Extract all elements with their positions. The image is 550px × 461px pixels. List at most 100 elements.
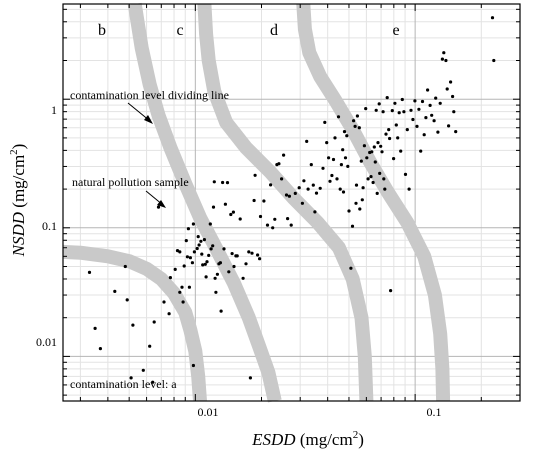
data-point <box>438 101 442 105</box>
data-point <box>184 239 188 243</box>
data-point <box>379 144 383 148</box>
data-point <box>250 251 254 255</box>
data-point <box>338 187 342 191</box>
y-axis-label: NSDD (mg/cm2) <box>8 144 28 258</box>
data-point <box>232 264 236 269</box>
x-axis-label: ESDD (mg/cm2) <box>251 429 364 449</box>
data-point <box>403 172 408 176</box>
data-point <box>397 111 401 115</box>
data-point <box>258 214 263 219</box>
data-point <box>178 250 182 254</box>
data-point <box>197 243 201 247</box>
data-point <box>229 212 233 217</box>
data-point <box>341 148 345 152</box>
x-tick-label: 0.01 <box>198 405 219 419</box>
data-point <box>311 183 315 187</box>
data-point <box>271 226 275 230</box>
data-point <box>454 130 458 134</box>
data-point <box>190 261 194 265</box>
data-point <box>361 186 365 190</box>
data-point <box>213 276 217 280</box>
data-point <box>205 260 209 264</box>
data-point <box>201 263 205 267</box>
pollution-sample-points <box>87 16 496 384</box>
data-point <box>265 223 270 227</box>
data-point <box>211 205 216 209</box>
data-point <box>432 119 436 123</box>
data-point <box>302 179 306 183</box>
data-point <box>209 247 213 251</box>
data-point <box>277 162 281 166</box>
data-point <box>447 124 451 128</box>
contamination-dividing-line <box>296 3 451 402</box>
y-tick-label: 0.1 <box>42 219 57 233</box>
data-point <box>123 264 127 269</box>
data-point <box>219 309 223 313</box>
data-point <box>300 201 304 205</box>
data-point <box>113 289 117 293</box>
data-point <box>152 320 156 324</box>
data-point <box>156 205 161 209</box>
dividing-line-arrowhead <box>144 115 153 124</box>
data-point <box>378 171 382 175</box>
data-point <box>373 160 377 164</box>
data-point <box>333 136 337 140</box>
data-point <box>385 96 389 100</box>
data-point <box>417 107 421 111</box>
data-point <box>407 187 411 191</box>
data-point <box>168 276 172 280</box>
y-tick-label: 1 <box>51 103 57 117</box>
region-label-e: e <box>392 22 399 39</box>
data-point <box>426 88 430 92</box>
data-point <box>173 267 177 271</box>
data-point <box>225 181 230 185</box>
data-point <box>202 238 206 242</box>
pollution-sample-arrowhead <box>157 200 166 208</box>
data-point <box>286 217 290 221</box>
data-point <box>256 253 260 257</box>
data-point <box>204 275 208 279</box>
data-point <box>182 264 186 268</box>
data-point <box>284 193 289 197</box>
data-point <box>218 261 222 265</box>
data-point <box>387 128 391 132</box>
data-point <box>358 207 362 211</box>
data-point <box>390 109 394 113</box>
data-point <box>321 166 325 170</box>
data-point <box>346 164 350 168</box>
data-point <box>244 262 248 266</box>
data-point <box>282 153 286 157</box>
data-point <box>343 156 348 160</box>
data-point <box>191 363 195 368</box>
data-point <box>430 113 434 117</box>
y-tick-label: 0.01 <box>36 335 57 349</box>
data-point <box>195 246 199 251</box>
data-point <box>293 191 297 195</box>
region-label-c: c <box>176 22 183 39</box>
data-point <box>452 110 456 114</box>
data-point <box>200 252 204 256</box>
data-point <box>180 285 184 289</box>
data-point <box>230 252 234 256</box>
pollution-sample-annotation: natural pollution sample <box>72 175 189 189</box>
data-point <box>383 187 387 191</box>
data-point <box>370 150 374 154</box>
data-point <box>400 97 404 102</box>
region-label-b: b <box>98 22 106 39</box>
data-point <box>273 217 277 221</box>
data-point <box>238 217 242 221</box>
data-point <box>151 380 155 384</box>
contamination-dividing-lines <box>62 2 451 403</box>
data-point <box>405 128 409 132</box>
data-point <box>227 270 231 274</box>
data-point <box>215 272 219 276</box>
region-label-d: d <box>270 22 278 39</box>
data-point <box>445 87 449 91</box>
data-point <box>186 227 190 231</box>
data-point <box>354 183 359 187</box>
tick-labels: 0.01 0.1 0.01 0.1 1 <box>36 103 442 419</box>
data-point <box>297 186 301 190</box>
data-point <box>223 202 227 206</box>
data-point <box>442 51 446 55</box>
data-point <box>381 110 385 114</box>
